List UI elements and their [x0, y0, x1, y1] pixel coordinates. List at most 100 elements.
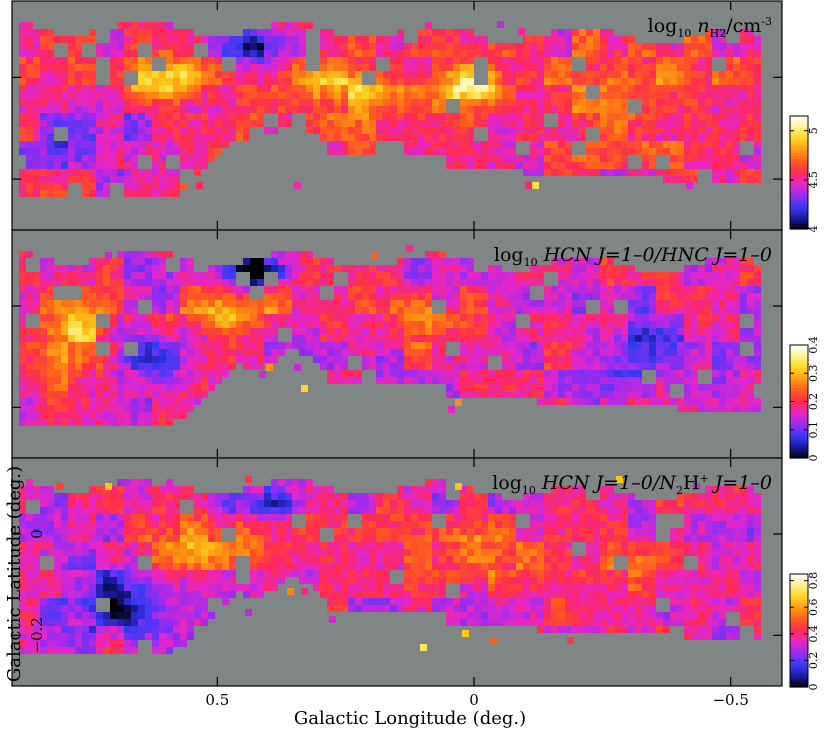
heatmap-cell [110, 556, 117, 563]
heatmap-cell [152, 356, 159, 363]
heatmap-cell [537, 528, 544, 535]
heatmap-cell [187, 162, 194, 169]
heatmap-cell [117, 542, 124, 549]
heatmap-cell [614, 500, 621, 507]
heatmap-cell [516, 78, 523, 85]
heatmap-cell [110, 85, 117, 92]
heatmap-cell [614, 391, 621, 398]
heatmap-cell [691, 549, 698, 556]
heatmap-cell [26, 169, 33, 176]
heatmap-cell [614, 148, 621, 155]
heatmap-cell [96, 279, 103, 286]
heatmap-cell [131, 190, 138, 197]
heatmap-cell [586, 286, 593, 293]
heatmap-cell [432, 493, 439, 500]
heatmap-cell [516, 335, 523, 342]
heatmap-cell [201, 493, 208, 500]
heatmap-cell [635, 314, 642, 321]
heatmap-cell [61, 307, 68, 314]
heatmap-cell [33, 419, 40, 426]
heatmap-cell [670, 293, 677, 300]
heatmap-cell [726, 99, 733, 106]
heatmap-cell [397, 335, 404, 342]
heatmap-cell [509, 349, 516, 356]
heatmap-cell [691, 493, 698, 500]
heatmap-cell [173, 43, 180, 50]
heatmap-cell [579, 43, 586, 50]
heatmap-cell [271, 479, 278, 486]
heatmap-cell [201, 370, 208, 377]
heatmap-cell [194, 106, 201, 113]
heatmap-cell [418, 556, 425, 563]
heatmap-cell [96, 486, 103, 493]
heatmap-cell [159, 549, 166, 556]
heatmap-cell [348, 120, 355, 127]
heatmap-cell [334, 300, 341, 307]
heatmap-cell [236, 127, 243, 134]
heatmap-cell [551, 265, 558, 272]
heatmap-cell [383, 106, 390, 113]
heatmap-cell [215, 265, 222, 272]
heatmap-cell [390, 106, 397, 113]
heatmap-cell [530, 134, 537, 141]
heatmap-cell [502, 141, 509, 148]
heatmap-cell [530, 265, 537, 272]
heatmap-cell [187, 398, 194, 405]
heatmap-cell [495, 99, 502, 106]
heatmap-cell [684, 36, 691, 43]
heatmap-cell [600, 258, 607, 265]
heatmap-cell [747, 328, 754, 335]
heatmap-cell [593, 148, 600, 155]
heatmap-cell [180, 412, 187, 419]
heatmap-cell [404, 99, 411, 106]
heatmap-cell [33, 528, 40, 535]
heatmap-cell [600, 71, 607, 78]
heatmap-cell [250, 71, 257, 78]
heatmap-cell [89, 71, 96, 78]
heatmap-cell [467, 549, 474, 556]
heatmap-cell [264, 500, 271, 507]
heatmap-cell [26, 190, 33, 197]
heatmap-cell [663, 279, 670, 286]
heatmap-cell [61, 398, 68, 405]
heatmap-cell [173, 307, 180, 314]
heatmap-cell [726, 120, 733, 127]
heatmap-cell [320, 300, 327, 307]
heatmap-cell [376, 71, 383, 78]
heatmap-cell [593, 113, 600, 120]
heatmap-cell [460, 500, 467, 507]
heatmap-cell [215, 321, 222, 328]
heatmap-cell [467, 286, 474, 293]
heatmap-cell [166, 190, 173, 197]
heatmap-cell [663, 134, 670, 141]
heatmap-cell [124, 99, 131, 106]
heatmap-cell [495, 514, 502, 521]
heatmap-cell [495, 162, 502, 169]
heatmap-cell [257, 279, 264, 286]
heatmap-cell [369, 328, 376, 335]
heatmap-cell [26, 251, 33, 258]
heatmap-cell [705, 542, 712, 549]
heatmap-cell [152, 514, 159, 521]
heatmap-cell [635, 272, 642, 279]
heatmap-cell [292, 321, 299, 328]
heatmap-cell [138, 335, 145, 342]
heatmap-cell [558, 356, 565, 363]
heatmap-cell [334, 514, 341, 521]
heatmap-cell [89, 493, 96, 500]
heatmap-cell [285, 514, 292, 521]
heatmap-cell [390, 328, 397, 335]
heatmap-cell [404, 78, 411, 85]
heatmap-cell [677, 398, 684, 405]
heatmap-cell [425, 57, 432, 64]
heatmap-cell [341, 342, 348, 349]
heatmap-cell [544, 542, 551, 549]
heatmap-cell [404, 314, 411, 321]
heatmap-cell [495, 391, 502, 398]
heatmap-cell [649, 514, 656, 521]
heatmap-cell [705, 363, 712, 370]
heatmap-cell [292, 500, 299, 507]
heatmap-cell [26, 335, 33, 342]
heatmap-cell [299, 500, 306, 507]
heatmap-cell [47, 190, 54, 197]
